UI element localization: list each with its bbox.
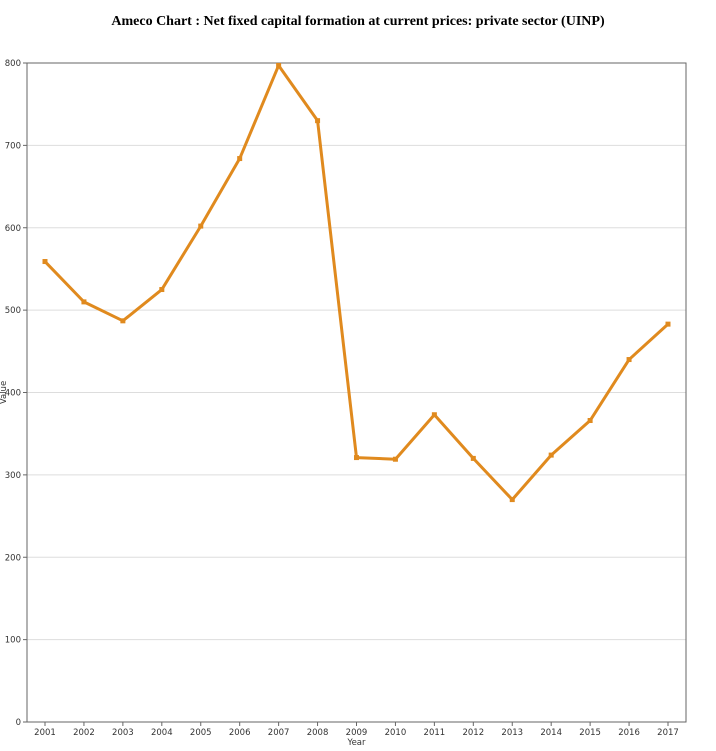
- y-tick-label: 700: [5, 141, 21, 151]
- x-tick-label: 2010: [385, 728, 407, 738]
- series-layer: [42, 62, 671, 503]
- y-tick-label: 800: [5, 59, 21, 69]
- data-point-2007[interactable]: [276, 62, 282, 68]
- y-tick-label: 400: [5, 389, 21, 399]
- x-tick-label: 2016: [618, 728, 640, 738]
- data-point-2012[interactable]: [470, 455, 476, 461]
- x-tick-label: 2005: [190, 728, 212, 738]
- data-point-2004[interactable]: [159, 287, 165, 293]
- data-point-2001[interactable]: [42, 259, 48, 265]
- y-axis-title: Value: [0, 381, 9, 404]
- data-point-2008[interactable]: [315, 118, 321, 124]
- data-point-2013[interactable]: [509, 497, 515, 503]
- data-point-2014[interactable]: [548, 452, 554, 458]
- data-point-2010[interactable]: [392, 456, 398, 462]
- x-tick-label: 2017: [657, 728, 679, 738]
- x-axis-title: Year: [347, 738, 367, 748]
- data-point-2002[interactable]: [81, 299, 87, 305]
- x-tick-label: 2001: [34, 728, 56, 738]
- series-line: [43, 63, 670, 502]
- grid-lines: [27, 62, 686, 723]
- x-axis: 2001 2002 2003 2004 2005 2006 2007 2008 2009 2010…: [34, 722, 679, 738]
- y-axis: 0 100 200 300 400 500 600 700 800: [5, 59, 27, 728]
- x-tick-label: 2003: [112, 728, 134, 738]
- y-tick-label: 600: [5, 224, 21, 234]
- data-point-2016[interactable]: [626, 357, 632, 363]
- x-tick-label: 2002: [73, 728, 95, 738]
- x-tick-label: 2014: [540, 728, 562, 738]
- x-tick-label: 2009: [346, 728, 368, 738]
- data-point-2017[interactable]: [665, 321, 671, 327]
- x-tick-label: 2008: [307, 728, 329, 738]
- y-tick-label: 0: [16, 718, 21, 728]
- data-point-2015[interactable]: [587, 418, 593, 424]
- y-tick-label: 200: [5, 553, 21, 563]
- data-point-2003[interactable]: [120, 318, 126, 324]
- data-point-2009[interactable]: [354, 455, 359, 461]
- x-tick-label: 2004: [151, 728, 173, 738]
- y-tick-label: 500: [5, 306, 21, 316]
- x-tick-label: 2013: [501, 728, 523, 738]
- chart-title: Ameco Chart : Net fixed capital formatio…: [111, 14, 605, 29]
- x-tick-label: 2011: [424, 728, 446, 738]
- x-tick-label: 2015: [579, 728, 601, 738]
- data-point-2011[interactable]: [431, 412, 437, 418]
- data-point-2005[interactable]: [198, 223, 204, 229]
- x-tick-label: 2012: [462, 728, 484, 738]
- x-tick-label: 2006: [229, 728, 251, 738]
- data-point-2006[interactable]: [237, 156, 243, 162]
- x-tick-label: 2007: [268, 728, 290, 738]
- y-tick-label: 300: [5, 471, 21, 481]
- y-tick-label: 100: [5, 636, 21, 646]
